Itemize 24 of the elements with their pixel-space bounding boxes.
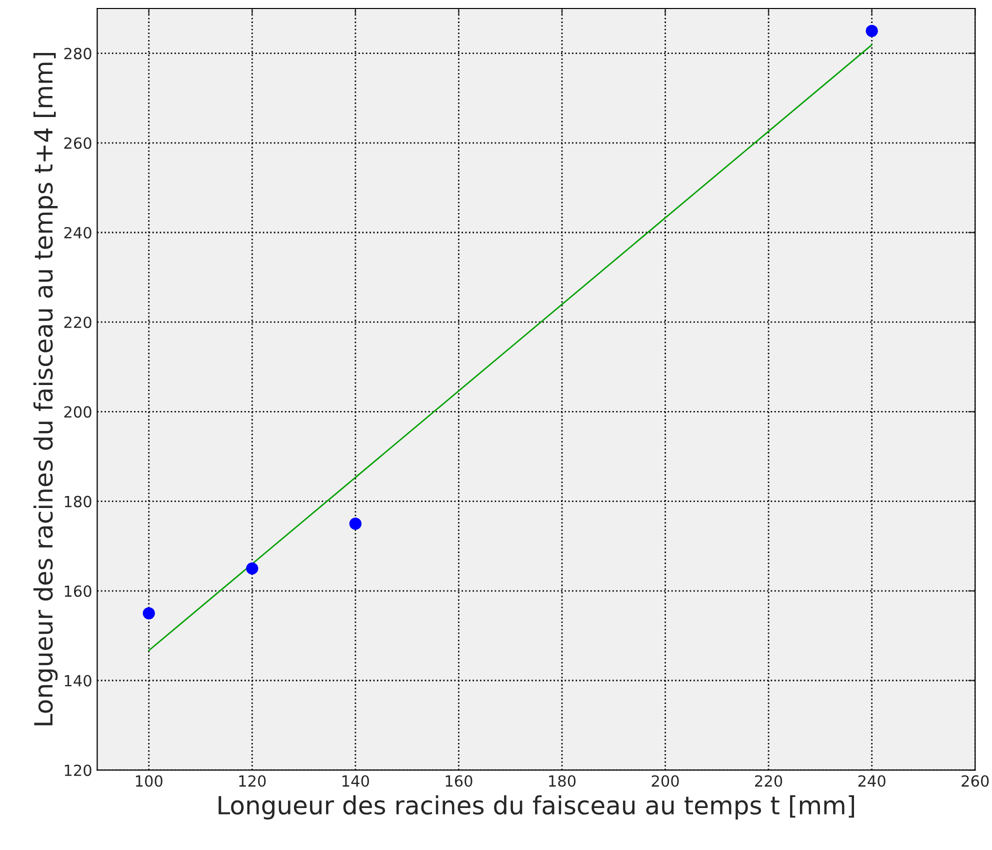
y-tick-label: 140	[64, 674, 92, 687]
x-tick-label: 100	[136, 775, 162, 787]
y-tick-label: 160	[64, 585, 92, 597]
x-tick-label: 260	[962, 775, 989, 787]
x-tick-label: 180	[549, 775, 576, 787]
y-axis-title: Longueur des racines du faisceau au temps t+4 [mm]	[33, 53, 58, 726]
y-tick-label: 220	[64, 316, 92, 328]
y-tick-label: 200	[64, 406, 92, 418]
x-tick-label: 160	[446, 775, 472, 787]
y-tick-label: 260	[64, 137, 92, 149]
y-tick-label: 120	[64, 764, 92, 776]
y-tick-label: 280	[64, 48, 92, 60]
x-tick-label: 140	[342, 775, 369, 787]
point	[349, 518, 362, 530]
y-tick-label: 180	[64, 496, 92, 508]
x-tick-label: 220	[755, 775, 782, 787]
x-tick-label: 240	[858, 775, 886, 787]
x-axis-title: Longueur des racines du faisceau au temps t [mm]	[218, 795, 854, 820]
point	[246, 562, 258, 575]
x-tick-label: 120	[239, 775, 266, 787]
point	[866, 24, 878, 37]
x-tick-label: 200	[652, 775, 679, 787]
point	[142, 607, 155, 620]
y-tick-label: 240	[64, 226, 92, 239]
